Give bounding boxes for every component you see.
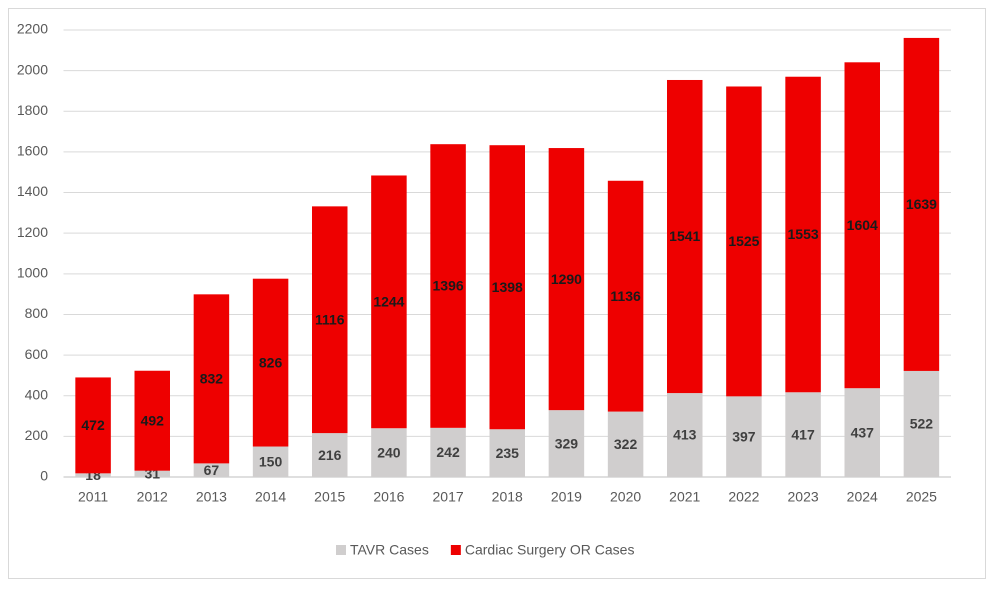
data-label: 150 xyxy=(259,453,283,469)
x-tick-label: 2017 xyxy=(433,489,464,505)
y-tick-label: 800 xyxy=(25,305,49,321)
x-tick-label: 2024 xyxy=(847,489,878,505)
x-tick-label: 2013 xyxy=(196,489,227,505)
bar-segment xyxy=(75,473,111,477)
bar-segment xyxy=(252,446,289,477)
data-label: 1398 xyxy=(492,279,523,295)
data-label: 1116 xyxy=(315,311,345,327)
data-label: 1604 xyxy=(847,217,878,233)
bar-segment xyxy=(667,79,703,394)
bar-segment xyxy=(785,76,821,393)
data-label: 1541 xyxy=(669,228,700,244)
x-tick-label: 2018 xyxy=(492,489,523,505)
data-label: 235 xyxy=(496,445,520,461)
bar-segment xyxy=(667,393,703,477)
x-tick-label: 2015 xyxy=(314,489,345,505)
bar-segment xyxy=(607,180,644,412)
x-tick-label: 2016 xyxy=(373,489,404,505)
data-label: 1525 xyxy=(728,233,759,249)
x-tick-label: 2023 xyxy=(788,489,819,505)
data-label: 1136 xyxy=(610,288,641,304)
bar-segment xyxy=(607,411,644,477)
bar-segment xyxy=(430,144,466,428)
x-tick-label: 2025 xyxy=(906,489,937,505)
bar-segment xyxy=(193,463,230,477)
y-tick-label: 200 xyxy=(25,427,49,443)
bar-segment xyxy=(312,206,348,434)
x-tick-label: 2019 xyxy=(551,489,582,505)
bar-segment xyxy=(903,37,940,371)
y-tick-label: 2200 xyxy=(17,21,48,37)
data-label: 242 xyxy=(436,444,460,460)
data-label: 1244 xyxy=(373,294,404,310)
y-tick-label: 1000 xyxy=(17,265,48,281)
bar-segment xyxy=(903,370,940,477)
bar-segment xyxy=(726,86,762,397)
data-label: 1639 xyxy=(906,196,937,212)
bar-segment xyxy=(489,429,525,477)
data-label: 322 xyxy=(614,436,638,452)
y-tick-label: 1600 xyxy=(17,143,48,159)
x-tick-label: 2022 xyxy=(728,489,759,505)
data-label: 1553 xyxy=(788,226,819,242)
bar-segment xyxy=(548,410,585,477)
data-label: 413 xyxy=(673,427,697,443)
bar-segment xyxy=(134,370,170,471)
legend-label: Cardiac Surgery OR Cases xyxy=(465,542,635,558)
y-tick-label: 1200 xyxy=(17,224,48,240)
bar-segment xyxy=(785,392,821,477)
data-label: 437 xyxy=(851,424,875,440)
x-tick-label: 2020 xyxy=(610,489,641,505)
data-label: 826 xyxy=(259,354,283,370)
bar-segment xyxy=(134,470,170,477)
legend-label: TAVR Cases xyxy=(350,542,429,558)
bar-segment xyxy=(430,427,466,477)
y-tick-label: 600 xyxy=(25,346,49,362)
bar-segment xyxy=(75,377,111,474)
data-label: 472 xyxy=(81,417,105,433)
legend-marker xyxy=(336,545,346,555)
data-label: 417 xyxy=(791,426,815,442)
y-tick-label: 0 xyxy=(40,468,48,484)
y-tick-label: 400 xyxy=(25,386,49,402)
data-label: 397 xyxy=(732,428,756,444)
y-tick-label: 2000 xyxy=(17,61,48,77)
bar-segment xyxy=(844,62,880,389)
y-tick-label: 1800 xyxy=(17,102,48,118)
bar-segment xyxy=(312,433,348,477)
x-tick-label: 2021 xyxy=(669,489,700,505)
x-tick-label: 2011 xyxy=(78,489,108,505)
data-label: 492 xyxy=(141,412,165,428)
bar-segment xyxy=(726,396,762,477)
y-tick-label: 1400 xyxy=(17,183,48,199)
bar-segment xyxy=(252,278,289,447)
data-label: 67 xyxy=(204,462,220,478)
data-label: 329 xyxy=(555,435,579,451)
bar-segment xyxy=(489,145,525,430)
bar-segment xyxy=(548,148,585,411)
data-label: 1396 xyxy=(433,278,464,294)
data-label: 1290 xyxy=(551,271,582,287)
data-label: 832 xyxy=(200,371,224,387)
data-label: 216 xyxy=(318,447,342,463)
bar-segment xyxy=(371,428,407,477)
bar-segment xyxy=(193,294,230,464)
bar-segment xyxy=(371,175,407,429)
x-tick-label: 2014 xyxy=(255,489,286,505)
data-label: 522 xyxy=(910,416,934,432)
x-tick-label: 2012 xyxy=(137,489,168,505)
data-label: 240 xyxy=(377,444,401,460)
bar-segment xyxy=(844,388,880,477)
legend-marker xyxy=(450,545,461,555)
